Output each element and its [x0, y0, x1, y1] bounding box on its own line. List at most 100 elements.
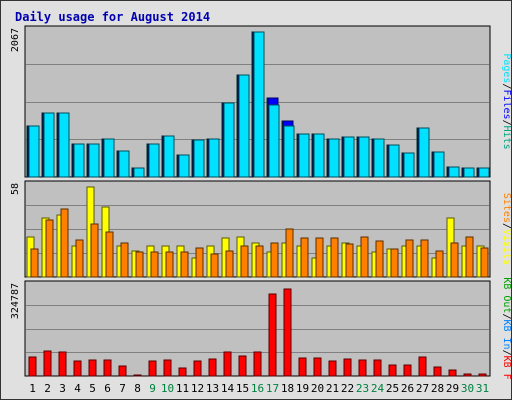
legend-files: Files [501, 89, 511, 119]
bar-pages-day-12 [193, 139, 205, 178]
bar-kb-f-day-2 [43, 350, 52, 377]
bar-pages-day-22 [343, 136, 355, 178]
day-label-13: 13 [206, 382, 219, 395]
bar-pages-day-4 [73, 143, 85, 178]
panel-legend: Sites/Visits [501, 193, 511, 265]
legend-kb-f: KB F [501, 356, 511, 380]
bar-kb-f-day-23 [358, 359, 367, 377]
day-label-28: 28 [431, 382, 444, 395]
bar-kb-f-day-14 [223, 351, 232, 377]
legend-kb-in: KB In [501, 319, 511, 349]
bar-kb-f-day-19 [298, 357, 307, 377]
legend-sites: Sites [501, 193, 511, 223]
bar-sites-day-21 [330, 237, 339, 278]
bar-sites-day-11 [180, 251, 189, 278]
bar-sites-day-31 [480, 247, 489, 278]
bar-pages-day-13 [208, 138, 220, 178]
legend-separator: / [501, 223, 511, 229]
bar-kb-f-day-30 [463, 373, 472, 377]
bar-sites-day-27 [420, 239, 429, 278]
day-label-24: 24 [371, 382, 385, 395]
day-label-1: 1 [29, 382, 36, 395]
bar-pages-day-30 [463, 167, 475, 178]
bar-kb-f-day-25 [388, 364, 397, 377]
bar-pages-day-25 [388, 144, 400, 178]
bar-sites-day-28 [435, 250, 444, 278]
day-label-17: 17 [266, 382, 279, 395]
bar-pages-day-9 [148, 143, 160, 178]
bar-kb-f-day-1 [28, 356, 37, 377]
bar-kb-f-day-27 [418, 356, 427, 377]
panel-max-label: 2067 [10, 28, 21, 52]
day-label-8: 8 [134, 382, 141, 395]
day-label-16: 16 [251, 382, 264, 395]
bar-kb-f-day-15 [238, 355, 247, 377]
bar-pages-day-24 [373, 138, 385, 178]
legend-separator: / [501, 313, 511, 319]
day-label-7: 7 [119, 382, 126, 395]
day-label-26: 26 [401, 382, 414, 395]
bar-sites-day-3 [60, 208, 69, 278]
bar-sites-day-6 [105, 231, 114, 278]
day-label-31: 31 [476, 382, 489, 395]
day-label-23: 23 [356, 382, 369, 395]
bar-kb-f-day-31 [478, 373, 487, 377]
bar-sites-day-1 [30, 248, 39, 278]
bar-kb-f-day-5 [88, 359, 97, 377]
bar-pages-day-10 [163, 135, 175, 178]
legend-pages: Pages [501, 53, 511, 83]
day-label-18: 18 [281, 382, 294, 395]
day-label-20: 20 [311, 382, 324, 395]
bar-sites-day-15 [240, 245, 249, 278]
bar-kb-f-day-6 [103, 359, 112, 377]
bar-sites-day-25 [390, 248, 399, 278]
bar-sites-day-23 [360, 236, 369, 278]
bar-pages-day-21 [328, 138, 340, 178]
legend-separator: / [501, 350, 511, 356]
bar-pages-day-3 [58, 112, 70, 178]
bar-kb-f-day-7 [118, 365, 127, 377]
bar-kb-f-day-12 [193, 360, 202, 377]
panel-max-label: 58 [10, 183, 21, 195]
bar-sites-day-4 [75, 239, 84, 278]
bar-kb-f-day-13 [208, 358, 217, 377]
bar-pages-day-17 [268, 104, 280, 178]
bar-sites-day-19 [300, 237, 309, 278]
bar-kb-f-day-21 [328, 360, 337, 377]
bar-kb-f-day-20 [313, 357, 322, 377]
legend-hits: Hits [501, 126, 511, 150]
bar-sites-day-2 [45, 219, 54, 278]
legend-separator: / [501, 83, 511, 89]
bar-sites-day-5 [90, 223, 99, 278]
bar-pages-day-20 [313, 133, 325, 178]
bar-kb-f-day-28 [433, 366, 442, 377]
chart-panels: 2067Pages/Files/Hits58Sites/Visits324787… [10, 25, 511, 395]
panel-legend: KB Out/KB In/KB F [501, 277, 511, 379]
panel-max-label: 324787 [10, 283, 21, 319]
bar-sites-day-7 [120, 242, 129, 278]
bar-pages-day-15 [238, 74, 250, 178]
bar-pages-day-19 [298, 133, 310, 178]
day-label-21: 21 [326, 382, 339, 395]
bar-sites-day-18 [285, 228, 294, 278]
bar-pages-day-31 [478, 167, 490, 178]
day-label-14: 14 [221, 382, 235, 395]
bar-kb-f-day-16 [253, 351, 262, 377]
legend-kb-out: KB Out [501, 277, 511, 313]
bar-pages-day-28 [433, 151, 445, 178]
day-label-3: 3 [59, 382, 66, 395]
bar-sites-day-10 [165, 251, 174, 278]
bar-kb-f-day-9 [148, 360, 157, 377]
bar-sites-day-22 [345, 243, 354, 278]
bar-pages-day-26 [403, 152, 415, 178]
bar-pages-day-14 [223, 102, 235, 178]
bar-sites-day-17 [270, 242, 279, 278]
bar-pages-day-1 [28, 125, 40, 178]
bar-kb-f-day-26 [403, 364, 412, 377]
bar-pages-day-16 [253, 31, 265, 178]
day-label-10: 10 [161, 382, 174, 395]
bar-sites-day-12 [195, 247, 204, 278]
bar-kb-f-day-22 [343, 358, 352, 377]
